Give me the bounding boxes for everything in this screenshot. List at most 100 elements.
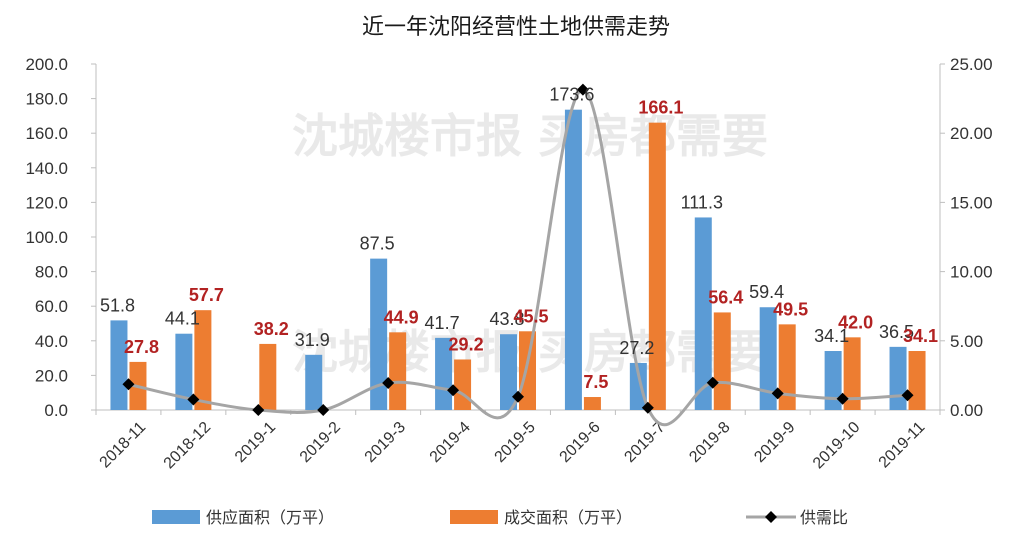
right-tick-label: 15.00 [950, 193, 993, 212]
left-tick-label: 180.0 [25, 90, 68, 109]
x-tick-label: 2019-8 [686, 419, 733, 466]
ratio-marker [122, 378, 135, 391]
supply-bar [110, 320, 128, 410]
deal-bar [908, 351, 926, 410]
supply-bar [694, 217, 712, 410]
deal-bar [648, 122, 666, 410]
legend-supply-label: 供应面积（万平） [206, 508, 334, 527]
deal-bar [454, 359, 472, 410]
left-tick-label: 20.0 [35, 366, 68, 385]
deal-data-label: 42.0 [838, 312, 873, 332]
supply-data-label: 173.6 [549, 85, 594, 105]
right-tick-label: 5.00 [950, 332, 983, 351]
deal-data-label: 56.4 [708, 287, 743, 307]
data-labels: 51.8 27.8 44.1 57.7 38.2 31.9 87.5 44.9 41.729.2… [100, 85, 938, 392]
ratio-marker [706, 376, 719, 389]
supply-bar [175, 333, 193, 410]
supply-bar [370, 258, 388, 410]
supply-data-label: 59.4 [749, 282, 784, 302]
ratio-marker [576, 83, 589, 96]
ratio-line-path [128, 88, 908, 427]
supply-bar [500, 334, 517, 410]
x-tick-label: 2019-11 [876, 419, 929, 472]
ratio-marker [447, 384, 460, 397]
chart-title: 近一年沈阳经营性土地供需走势 [362, 15, 670, 40]
legend-ratio-label: 供需比 [800, 508, 848, 527]
left-tick-label: 120.0 [25, 193, 68, 212]
deal-bar [389, 332, 407, 410]
x-tick-label: 2019-5 [492, 419, 539, 466]
left-tick-label: 40.0 [35, 332, 68, 351]
ratio-marker [771, 387, 784, 400]
deal-data-label: 29.2 [449, 334, 484, 354]
ratio-marker [317, 404, 330, 416]
supply-bar [564, 109, 582, 410]
supply-bar [824, 351, 842, 410]
deal-data-label: 34.1 [903, 326, 938, 346]
left-tick-label: 200.0 [25, 55, 68, 74]
deal-bar [583, 397, 601, 410]
right-tick-label: 10.00 [950, 263, 993, 282]
ratio-marker [252, 404, 265, 416]
legend-deal-label: 成交面积（万平） [504, 508, 632, 527]
deal-data-label: 49.5 [773, 299, 808, 319]
ratio-marker [641, 401, 654, 414]
supply-bar [305, 354, 323, 410]
deal-data-label: 45.5 [513, 306, 548, 326]
ratio-marker [187, 393, 200, 406]
x-tick-label: 2019-3 [362, 419, 409, 466]
supply-data-label: 111.3 [681, 192, 723, 212]
supply-bar [435, 337, 453, 410]
deal-bar [713, 312, 731, 410]
deal-bar [519, 331, 536, 410]
x-tick-label: 2019-9 [751, 419, 798, 466]
legend: 供应面积（万平） 成交面积（万平） 供需比 [152, 508, 848, 527]
x-tick-label: 2018-11 [97, 419, 150, 472]
bars [110, 109, 926, 410]
ratio-line [122, 83, 914, 427]
supply-data-label: 27.2 [619, 338, 654, 358]
left-tick-label: 100.0 [25, 228, 68, 247]
deal-data-label: 44.9 [384, 307, 419, 327]
legend-supply-swatch [152, 510, 200, 524]
left-tick-label: 160.0 [25, 124, 68, 143]
supply-data-label: 44.1 [165, 309, 200, 329]
x-tick-label: 2018-12 [161, 419, 215, 473]
x-tick-label: 2019-4 [427, 419, 474, 466]
deal-data-label: 57.7 [189, 285, 224, 305]
x-tick-label: 2019-1 [232, 419, 279, 466]
deal-bar [194, 310, 212, 410]
ratio-marker [836, 392, 849, 405]
left-tick-label: 80.0 [35, 263, 68, 282]
supply-bar [759, 307, 777, 410]
deal-data-label: 27.8 [124, 337, 159, 357]
legend-ratio-marker [765, 511, 777, 523]
supply-data-label: 87.5 [360, 234, 395, 254]
supply-data-label: 41.7 [425, 313, 460, 333]
deal-bar [843, 337, 861, 410]
x-tick-label: 2019-2 [297, 419, 344, 466]
supply-data-label: 43.8 [489, 309, 524, 329]
x-tick-label: 2019-10 [810, 419, 864, 473]
supply-data-label: 36.5 [879, 322, 914, 342]
ratio-marker [382, 377, 395, 390]
watermark-text: 沈城楼市报 买房都需要 [292, 109, 768, 163]
left-tick-label: 0.0 [44, 401, 68, 420]
supply-data-label: 34.1 [814, 326, 849, 346]
left-tick-label: 60.0 [35, 297, 68, 316]
right-tick-label: 0.00 [950, 401, 983, 420]
supply-bar [889, 346, 907, 410]
right-tick-label: 20.00 [950, 124, 993, 143]
deal-data-label: 38.2 [254, 319, 289, 339]
ratio-marker [901, 389, 914, 402]
deal-data-label: 166.1 [638, 98, 683, 118]
deal-data-label: 7.5 [583, 372, 608, 392]
x-tick-label: 2019-6 [556, 419, 603, 466]
left-tick-label: 140.0 [25, 159, 68, 178]
deal-bar [778, 324, 796, 410]
supply-bar [629, 362, 647, 410]
ratio-marker [512, 390, 524, 403]
supply-data-label: 31.9 [295, 330, 330, 350]
right-tick-label: 25.00 [950, 55, 993, 74]
